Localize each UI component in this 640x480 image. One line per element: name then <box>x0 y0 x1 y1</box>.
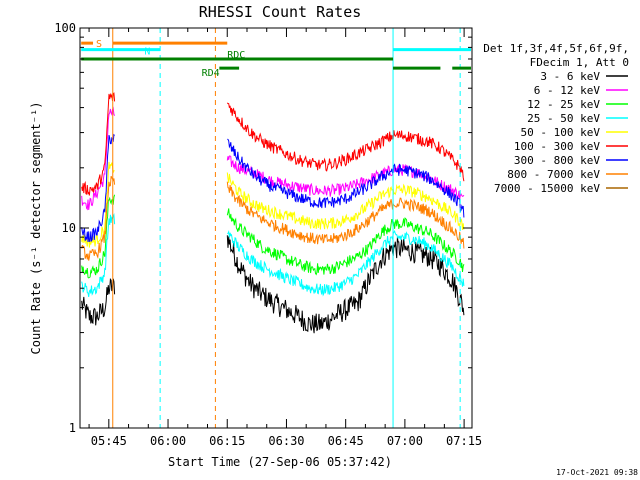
legend-label-3: 12 - 25 keV <box>527 98 600 111</box>
flag-label-n: N <box>144 47 150 58</box>
plot-area: S N RDC RD4 1 10 100 05:45 06:00 06:15 06:30 06:45 0… <box>54 21 628 448</box>
x-tick-label-0645: 06:45 <box>328 434 364 448</box>
series-line-2 <box>81 106 465 211</box>
y-tick-label-100: 100 <box>54 21 76 35</box>
x-tick-label-0700: 07:00 <box>387 434 423 448</box>
legend-header-line-1: Det 1f,3f,4f,5f,6f,9f, <box>483 42 629 55</box>
legend-header-line-2: FDecim 1, Att 0 <box>530 56 629 69</box>
series-line-5 <box>81 161 465 248</box>
y-tick-label-1: 1 <box>69 421 76 435</box>
footer-date: 17-Oct-2021 09:38 <box>556 468 638 477</box>
legend-label-9: 7000 - 15000 keV <box>494 182 600 195</box>
flag-label-rd4: RD4 <box>202 68 220 79</box>
legend-label-1: 3 - 6 keV <box>540 70 600 83</box>
series-line-7 <box>81 133 465 243</box>
x-tick-label-0600: 06:00 <box>150 434 186 448</box>
flag-label-s: S <box>96 39 102 50</box>
series-line-6 <box>81 92 465 196</box>
series-line-4 <box>81 212 465 297</box>
legend-label-5: 50 - 100 keV <box>521 126 601 139</box>
legend-label-4: 25 - 50 keV <box>527 112 600 125</box>
legend-label-6: 100 - 300 keV <box>514 140 600 153</box>
legend-label-8: 800 - 7000 keV <box>507 168 600 181</box>
y-axis-label: Count Rate (s⁻¹ detector segment⁻¹) <box>29 102 43 355</box>
series-line-3 <box>81 194 465 279</box>
x-tick-label-0545: 05:45 <box>91 434 127 448</box>
x-tick-label-0630: 06:30 <box>268 434 304 448</box>
x-tick-label-0615: 06:15 <box>209 434 245 448</box>
flag-label-rdc: RDC <box>227 50 245 61</box>
x-axis-label: Start Time (27-Sep-06 05:37:42) <box>168 455 392 469</box>
x-tick-label-0715: 07:15 <box>446 434 482 448</box>
y-tick-label-10: 10 <box>62 221 76 235</box>
legend-label-7: 300 - 800 keV <box>514 154 600 167</box>
chart-title: RHESSI Count Rates <box>199 3 362 21</box>
legend-label-2: 6 - 12 keV <box>534 84 601 97</box>
series-line-1 <box>81 235 465 334</box>
series-line-8 <box>81 175 465 261</box>
